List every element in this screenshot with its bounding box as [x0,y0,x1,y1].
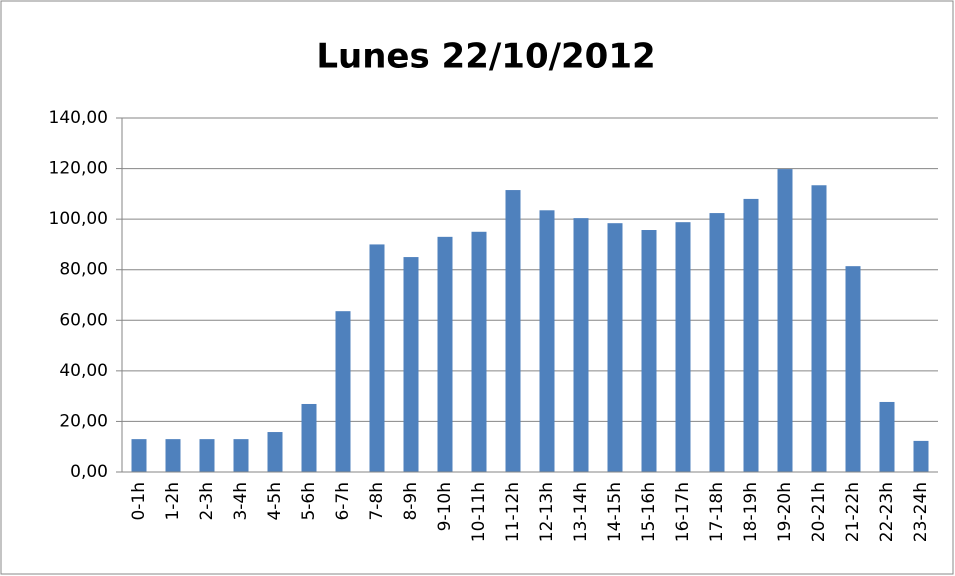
x-tick-label: 13-14h [571,482,591,542]
x-tick-label: 15-16h [639,482,659,542]
x-tick-label: 19-20h [775,482,795,542]
bar [471,231,487,472]
bar [709,213,725,472]
bar [267,432,283,472]
x-tick-label: 1-2h [163,482,183,521]
x-tick-label: 12-13h [537,482,557,542]
x-tick-label: 21-22h [843,482,863,542]
bar [199,439,215,472]
bar [539,210,555,473]
bar [437,236,453,472]
x-tick-label: 6-7h [333,482,353,521]
x-tick-label: 22-23h [877,482,897,542]
x-tick-label: 16-17h [673,482,693,542]
bar [675,222,691,472]
x-tick-label: 2-3h [197,482,217,521]
bar [165,439,181,472]
x-tick-label: 18-19h [741,482,761,542]
x-tick-label: 0-1h [129,482,149,521]
x-tick-label: 4-5h [265,482,285,521]
bar [777,169,793,472]
y-tick-label: 40,00 [59,361,108,381]
x-tick-label: 14-15h [605,482,625,542]
x-tick-label: 8-9h [401,482,421,521]
bar [607,223,623,472]
y-tick-label: 100,00 [49,209,108,229]
bar [811,185,827,472]
x-tick-label: 11-12h [503,482,523,542]
bar [233,439,249,472]
x-tick-label: 23-24h [911,482,931,542]
bar [743,198,759,472]
x-tick-label: 10-11h [469,482,489,542]
y-tick-label: 60,00 [59,310,108,330]
y-tick-label: 120,00 [49,159,108,179]
bar [505,190,521,473]
y-tick-label: 140,00 [49,108,108,128]
bar [301,403,317,472]
x-tick-label: 5-6h [299,482,319,521]
bar [845,266,861,472]
y-tick-label: 80,00 [59,260,108,280]
bar [131,439,147,472]
x-tick-label: 9-10h [435,482,455,531]
y-tick-label: 0,00 [70,462,108,482]
bar [573,218,589,472]
chart-title: Lunes 22/10/2012 [316,37,655,77]
y-tick-label: 20,00 [59,411,108,431]
bar [335,311,351,472]
x-tick-label: 3-4h [231,482,251,521]
bar [913,440,929,472]
bar [369,244,385,472]
bar [403,257,419,472]
x-tick-label: 7-8h [367,482,387,521]
x-tick-label: 20-21h [809,482,829,542]
x-tick-label: 17-18h [707,482,727,542]
bar [641,230,657,472]
bar [879,401,895,472]
